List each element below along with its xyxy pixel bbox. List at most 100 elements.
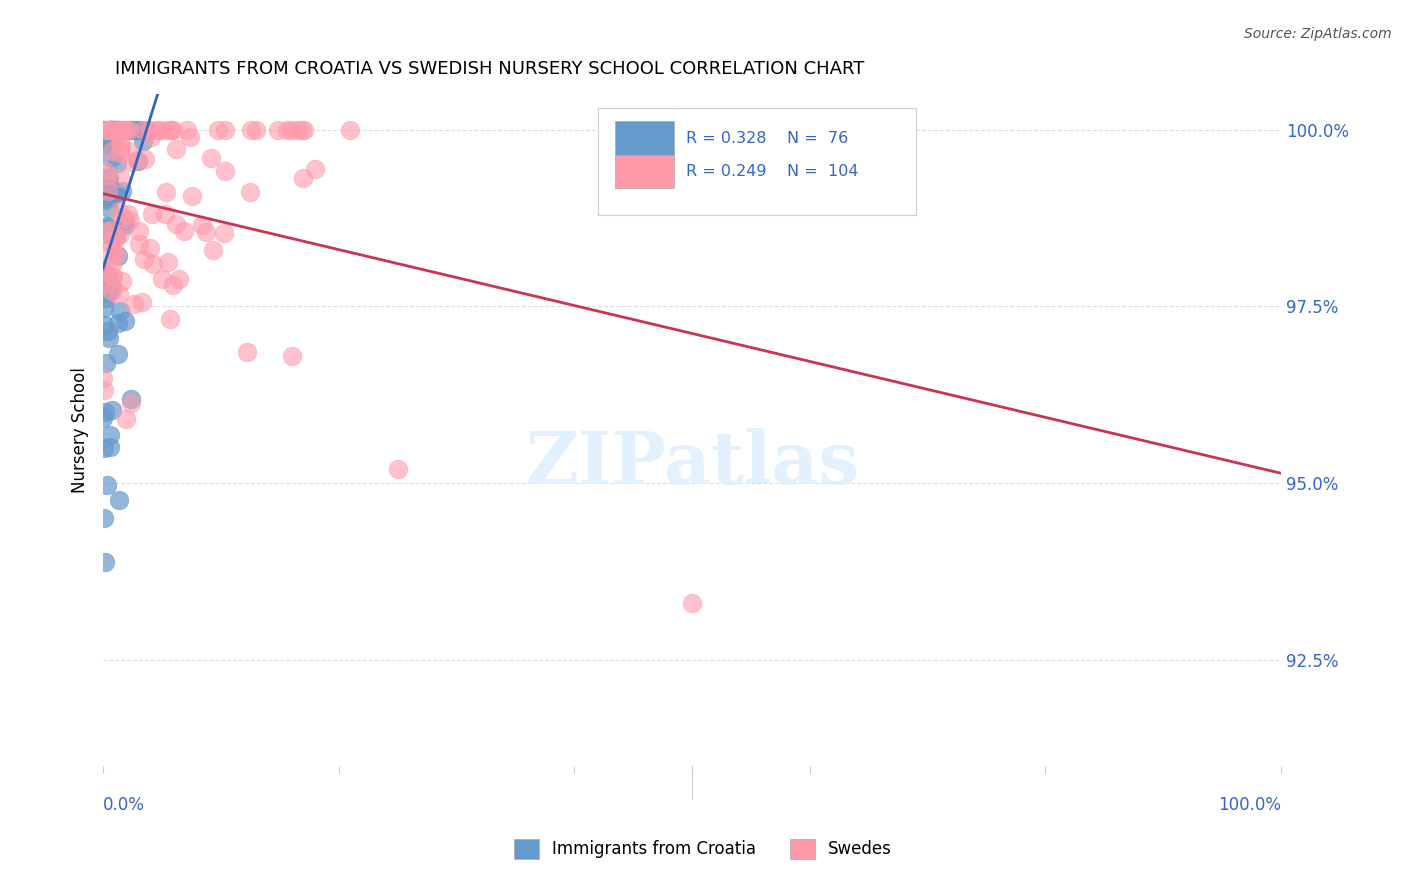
- Point: [93, 318, 115, 332]
- Point: [160, 122, 183, 136]
- Point: [100, 440, 122, 454]
- Point: [108, 122, 131, 136]
- Text: Source: ZipAtlas.com: Source: ZipAtlas.com: [1244, 27, 1392, 41]
- Point: [155, 186, 177, 200]
- Point: [304, 161, 326, 176]
- Point: [120, 155, 142, 169]
- Point: [93, 277, 115, 292]
- Point: [124, 122, 146, 136]
- Point: [127, 153, 149, 168]
- Text: R = 0.249    N =  104: R = 0.249 N = 104: [686, 164, 859, 179]
- Point: [100, 122, 122, 136]
- Point: [96, 291, 118, 305]
- Point: [98, 122, 121, 136]
- Point: [96, 122, 118, 136]
- Point: [118, 122, 141, 136]
- Point: [91, 370, 114, 384]
- Point: [134, 152, 156, 166]
- Point: [117, 145, 139, 159]
- Point: [138, 122, 160, 136]
- Point: [294, 122, 316, 136]
- Point: [200, 151, 222, 165]
- Point: [96, 219, 118, 234]
- Point: [159, 311, 181, 326]
- Point: [120, 122, 142, 136]
- Point: [128, 122, 150, 136]
- Point: [93, 411, 115, 425]
- Text: R = 0.328    N =  76: R = 0.328 N = 76: [686, 130, 848, 145]
- Point: [100, 122, 122, 136]
- Point: [165, 217, 187, 231]
- Point: [93, 132, 115, 146]
- Point: [100, 222, 122, 236]
- Point: [110, 274, 132, 288]
- Point: [98, 122, 121, 136]
- Point: [97, 202, 120, 216]
- Point: [180, 188, 202, 202]
- Point: [108, 135, 131, 149]
- Point: [94, 262, 117, 277]
- Point: [139, 241, 162, 255]
- Point: [96, 122, 118, 136]
- Point: [101, 403, 124, 417]
- Point: [127, 122, 149, 136]
- Point: [104, 230, 127, 244]
- Point: [103, 229, 125, 244]
- Point: [107, 347, 129, 361]
- Point: [100, 228, 122, 243]
- Point: [91, 122, 114, 136]
- Point: [108, 122, 131, 136]
- Point: [108, 227, 131, 242]
- Point: [97, 122, 120, 136]
- Point: [132, 252, 155, 267]
- Point: [97, 171, 120, 186]
- Point: [100, 180, 122, 194]
- Point: [191, 219, 214, 233]
- FancyBboxPatch shape: [616, 155, 675, 188]
- Point: [201, 243, 224, 257]
- Point: [97, 170, 120, 185]
- Point: [100, 152, 122, 166]
- Point: [97, 325, 120, 339]
- Point: [236, 345, 259, 359]
- Point: [128, 224, 150, 238]
- Point: [153, 207, 176, 221]
- Point: [93, 301, 115, 315]
- Point: [173, 224, 195, 238]
- Point: [120, 122, 142, 136]
- Point: [94, 405, 117, 419]
- Point: [167, 271, 190, 285]
- Point: [96, 268, 118, 282]
- Point: [94, 137, 117, 152]
- Point: [292, 171, 315, 186]
- Point: [145, 123, 167, 137]
- Point: [132, 122, 155, 136]
- Point: [96, 173, 118, 187]
- Point: [107, 249, 129, 263]
- Point: [101, 258, 124, 272]
- Point: [128, 237, 150, 252]
- Point: [98, 191, 121, 205]
- Point: [104, 246, 127, 260]
- Point: [96, 194, 118, 208]
- Point: [114, 313, 136, 327]
- Point: [110, 140, 132, 154]
- Point: [112, 122, 135, 136]
- Point: [101, 280, 124, 294]
- Point: [108, 492, 131, 507]
- Point: [280, 122, 302, 136]
- Text: 0.0%: 0.0%: [103, 796, 145, 814]
- Point: [97, 285, 120, 299]
- Point: [214, 164, 236, 178]
- Point: [108, 122, 131, 136]
- Point: [142, 257, 165, 271]
- Point: [214, 122, 236, 136]
- Point: [105, 122, 128, 136]
- Point: [97, 122, 120, 136]
- Point: [105, 186, 128, 200]
- Point: [291, 122, 314, 136]
- Point: [141, 207, 163, 221]
- Text: IMMIGRANTS FROM CROATIA VS SWEDISH NURSERY SCHOOL CORRELATION CHART: IMMIGRANTS FROM CROATIA VS SWEDISH NURSE…: [115, 60, 865, 78]
- Point: [96, 478, 118, 492]
- Text: 100.0%: 100.0%: [1218, 796, 1281, 814]
